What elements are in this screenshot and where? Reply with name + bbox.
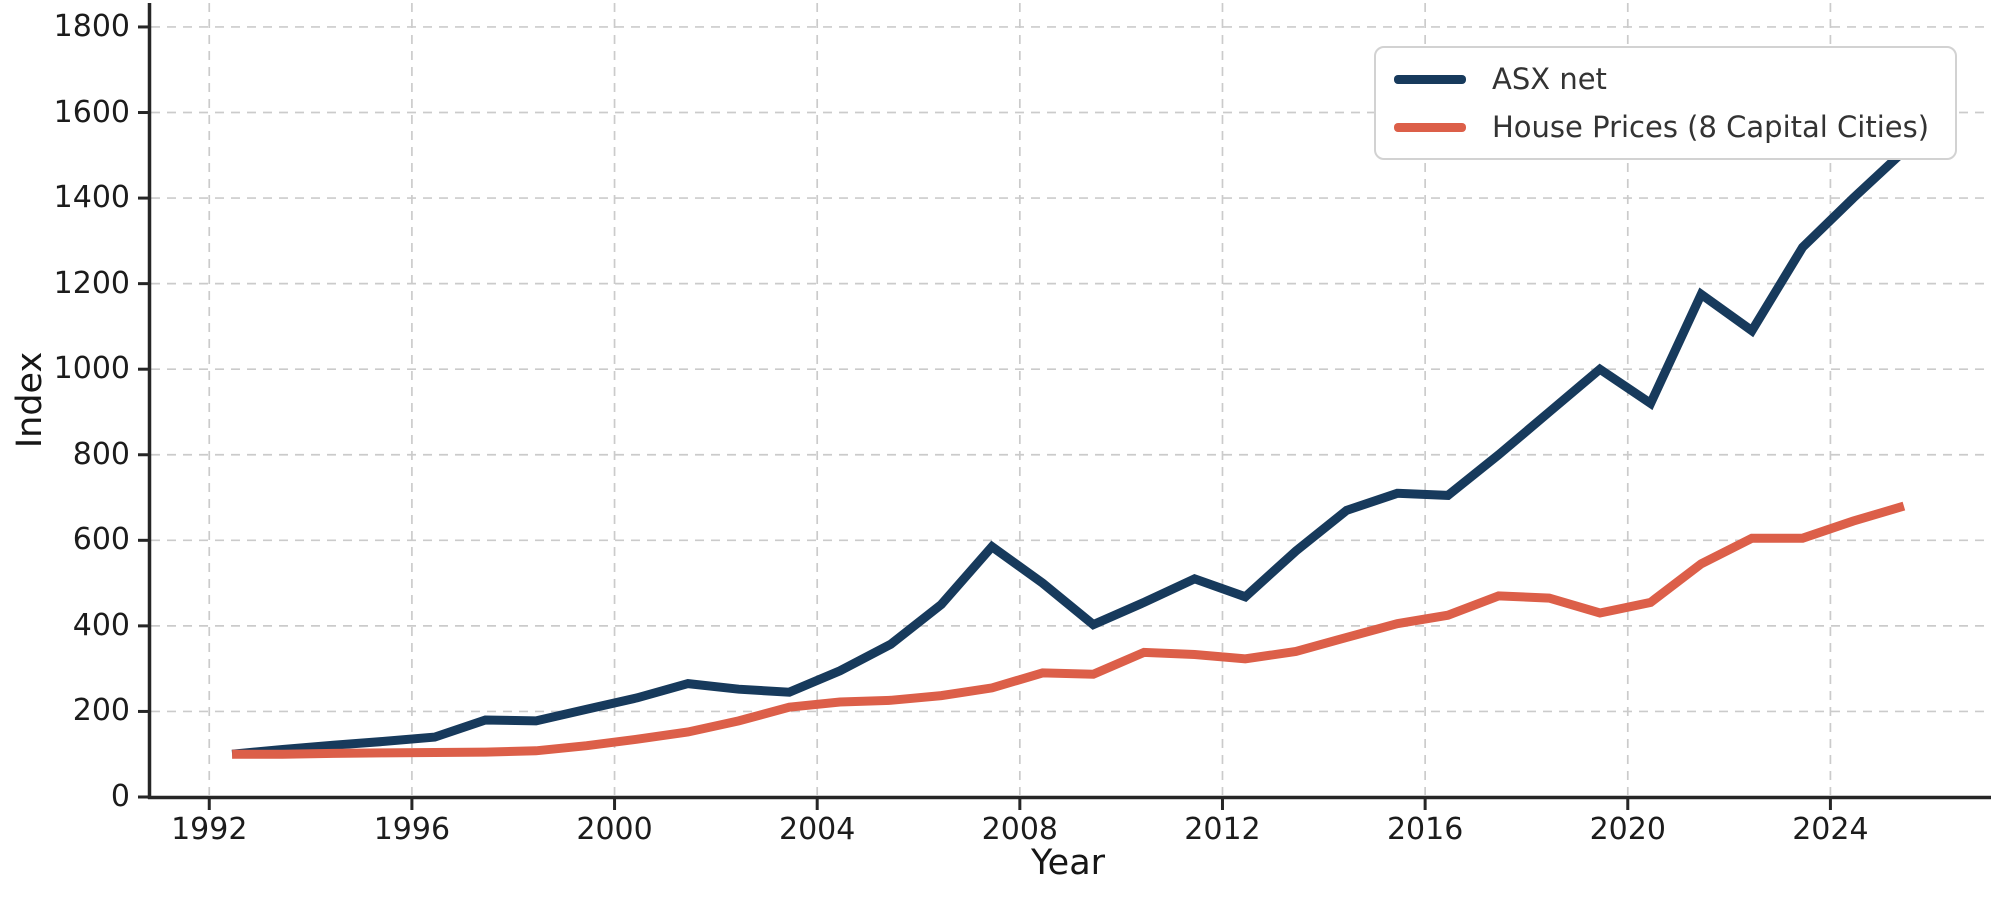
legend-label-house-prices: House Prices (8 Capital Cities) bbox=[1492, 110, 1930, 144]
x-tick-label-2024: 2024 bbox=[1792, 812, 1869, 847]
y-tick-label-600: 600 bbox=[72, 522, 130, 558]
data-series-lines bbox=[231, 147, 1907, 759]
x-tick-label-2008: 2008 bbox=[981, 812, 1058, 847]
axis-tick-marks bbox=[138, 25, 1832, 810]
house-prices-line bbox=[232, 501, 1906, 759]
asx-net-legend-swatch bbox=[1394, 74, 1466, 84]
y-tick-label-1200: 1200 bbox=[53, 265, 130, 301]
x-tick-label-2020: 2020 bbox=[1589, 812, 1666, 847]
y-tick-label-0: 0 bbox=[110, 779, 130, 814]
y-axis-title: Index bbox=[10, 351, 50, 449]
y-tick-label-1400: 1400 bbox=[53, 180, 130, 216]
y-tick-label-1000: 1000 bbox=[53, 351, 130, 387]
x-tick-label-2004: 2004 bbox=[779, 812, 856, 847]
x-tick-label-1992: 1992 bbox=[171, 812, 248, 847]
y-tick-label-1800: 1800 bbox=[53, 8, 130, 44]
legend-label-asx-net: ASX net bbox=[1492, 62, 1607, 96]
legend-entry-house-prices: House Prices (8 Capital Cities) bbox=[1394, 108, 1929, 146]
asx-net-line bbox=[231, 147, 1907, 759]
x-tick-label-2012: 2012 bbox=[1184, 812, 1261, 847]
legend-entry-asx-net: ASX net bbox=[1394, 60, 1929, 98]
house-prices-legend-swatch bbox=[1394, 122, 1466, 132]
x-axis-title: Year bbox=[1030, 843, 1106, 883]
legend: ASX net House Prices (8 Capital Cities) bbox=[1374, 46, 1958, 160]
y-tick-label-200: 200 bbox=[72, 693, 130, 729]
x-tick-label-2016: 2016 bbox=[1386, 812, 1464, 847]
axis-spines bbox=[147, 3, 1991, 800]
y-tick-label-400: 400 bbox=[72, 607, 130, 643]
x-tick-label-2000: 2000 bbox=[576, 812, 653, 847]
y-tick-label-800: 800 bbox=[72, 436, 130, 472]
x-tick-label-1996: 1996 bbox=[373, 812, 451, 847]
y-tick-label-1600: 1600 bbox=[53, 94, 130, 130]
